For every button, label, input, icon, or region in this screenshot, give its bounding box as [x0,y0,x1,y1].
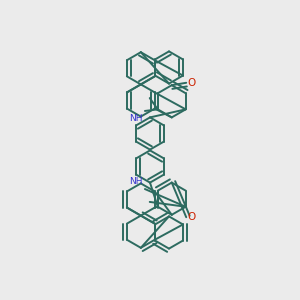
Text: NH: NH [129,114,143,123]
Text: O: O [188,78,196,88]
Text: NH: NH [129,177,143,186]
Text: O: O [188,212,196,222]
